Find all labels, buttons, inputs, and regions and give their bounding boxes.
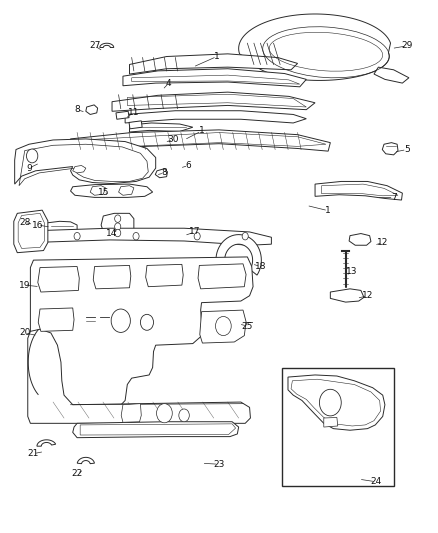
Text: 7: 7 <box>391 193 396 202</box>
Text: 30: 30 <box>167 135 179 144</box>
Text: 8: 8 <box>74 105 80 114</box>
Polygon shape <box>38 308 74 332</box>
Text: 4: 4 <box>166 78 172 87</box>
Circle shape <box>115 215 121 222</box>
Text: 1: 1 <box>214 52 220 61</box>
Polygon shape <box>43 221 77 234</box>
Polygon shape <box>239 14 391 80</box>
Polygon shape <box>101 213 134 235</box>
Text: 19: 19 <box>19 280 31 289</box>
Text: 1: 1 <box>325 206 331 215</box>
Polygon shape <box>216 235 261 275</box>
Text: 12: 12 <box>362 291 373 300</box>
Polygon shape <box>155 168 167 177</box>
Polygon shape <box>130 123 193 132</box>
Polygon shape <box>123 69 306 87</box>
Text: 8: 8 <box>162 168 167 177</box>
Text: 29: 29 <box>401 42 413 51</box>
Text: 15: 15 <box>98 188 109 197</box>
Text: 28: 28 <box>19 218 30 227</box>
Circle shape <box>111 309 131 333</box>
Text: 13: 13 <box>346 268 358 276</box>
Polygon shape <box>116 111 129 119</box>
Polygon shape <box>121 403 141 422</box>
Circle shape <box>242 232 248 240</box>
Polygon shape <box>77 457 95 464</box>
Polygon shape <box>315 181 403 200</box>
Polygon shape <box>382 143 398 155</box>
Polygon shape <box>330 289 364 302</box>
Polygon shape <box>119 185 134 195</box>
Polygon shape <box>46 228 272 245</box>
Bar <box>283 368 394 486</box>
Circle shape <box>133 232 139 240</box>
Polygon shape <box>374 67 409 83</box>
Circle shape <box>319 389 341 416</box>
Text: 14: 14 <box>106 229 118 238</box>
Polygon shape <box>93 265 131 289</box>
Circle shape <box>115 223 121 230</box>
Polygon shape <box>112 92 315 111</box>
Polygon shape <box>71 130 330 152</box>
Text: 22: 22 <box>71 470 83 478</box>
Circle shape <box>236 317 244 328</box>
Circle shape <box>26 149 38 163</box>
Text: 1: 1 <box>199 126 205 135</box>
Text: 12: 12 <box>377 238 389 247</box>
Polygon shape <box>200 310 246 343</box>
Text: 18: 18 <box>255 262 266 271</box>
Text: 5: 5 <box>404 145 410 154</box>
Polygon shape <box>30 257 253 407</box>
Text: 24: 24 <box>371 478 382 486</box>
Circle shape <box>156 403 172 423</box>
Polygon shape <box>73 422 239 438</box>
Polygon shape <box>71 184 152 197</box>
Polygon shape <box>73 165 86 173</box>
Polygon shape <box>90 185 106 195</box>
Text: 9: 9 <box>26 164 32 173</box>
Text: 21: 21 <box>28 449 39 458</box>
Polygon shape <box>125 111 306 123</box>
Polygon shape <box>14 210 48 253</box>
Polygon shape <box>14 139 155 184</box>
Polygon shape <box>86 105 98 115</box>
Polygon shape <box>288 375 385 430</box>
Polygon shape <box>349 233 371 245</box>
Circle shape <box>115 229 121 237</box>
Polygon shape <box>100 43 114 47</box>
Polygon shape <box>37 440 56 446</box>
Polygon shape <box>198 264 246 289</box>
Polygon shape <box>146 264 183 287</box>
Text: 17: 17 <box>189 228 201 237</box>
Text: 11: 11 <box>128 108 140 117</box>
Text: 20: 20 <box>19 328 30 337</box>
Circle shape <box>215 317 231 336</box>
Text: 27: 27 <box>89 42 100 51</box>
Polygon shape <box>324 417 338 427</box>
Text: 23: 23 <box>213 460 225 469</box>
Text: 6: 6 <box>186 161 191 170</box>
Polygon shape <box>38 266 79 292</box>
Circle shape <box>141 314 153 330</box>
Polygon shape <box>28 329 251 423</box>
Circle shape <box>74 232 80 240</box>
Polygon shape <box>129 121 142 129</box>
Circle shape <box>194 232 200 240</box>
Polygon shape <box>130 54 297 74</box>
Circle shape <box>179 409 189 422</box>
Text: 16: 16 <box>32 221 43 230</box>
Text: 25: 25 <box>242 321 253 330</box>
